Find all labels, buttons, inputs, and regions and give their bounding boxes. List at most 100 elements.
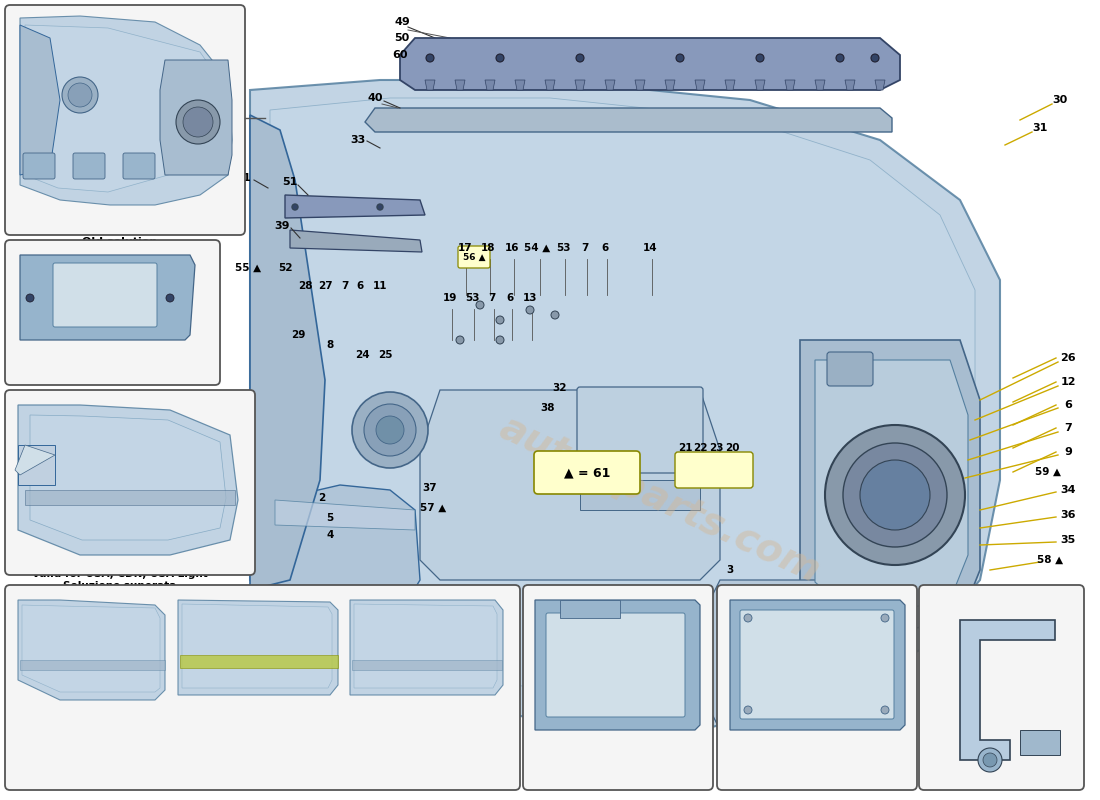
Text: 36: 36	[1060, 510, 1076, 520]
Polygon shape	[635, 80, 645, 90]
Circle shape	[26, 294, 34, 302]
Text: Vale per Golfo: Vale per Golfo	[573, 740, 661, 750]
Text: 19: 19	[443, 293, 458, 303]
Text: 43: 43	[534, 592, 547, 602]
Polygon shape	[785, 80, 795, 90]
Text: 54: 54	[145, 202, 158, 212]
Polygon shape	[710, 580, 830, 730]
Text: 55: 55	[18, 202, 31, 212]
Text: 31: 31	[1032, 123, 1047, 133]
Text: Soluzione superata: Soluzione superata	[64, 581, 177, 591]
Polygon shape	[455, 80, 465, 90]
Polygon shape	[560, 600, 620, 618]
Text: 3: 3	[726, 565, 734, 575]
Polygon shape	[1020, 730, 1060, 755]
Text: Vale per USA, CDN, USA Light: Vale per USA, CDN, USA Light	[33, 557, 207, 567]
Text: 15: 15	[23, 247, 36, 257]
Text: 16: 16	[505, 243, 519, 253]
Text: 45: 45	[251, 591, 266, 601]
FancyBboxPatch shape	[740, 610, 894, 719]
Text: 29: 29	[290, 330, 305, 340]
Polygon shape	[178, 600, 338, 695]
Polygon shape	[845, 80, 855, 90]
Polygon shape	[535, 600, 700, 730]
Text: 59: 59	[184, 213, 197, 223]
Text: 50: 50	[395, 33, 409, 43]
Circle shape	[496, 336, 504, 344]
Circle shape	[843, 443, 947, 547]
Text: Vale per Cina: Vale per Cina	[64, 348, 146, 358]
Circle shape	[456, 336, 464, 344]
Text: 13: 13	[522, 293, 537, 303]
Text: 60: 60	[393, 50, 408, 60]
Text: 41: 41	[531, 729, 544, 739]
Circle shape	[176, 100, 220, 144]
Text: 6: 6	[602, 243, 608, 253]
Text: 37: 37	[422, 483, 438, 493]
Circle shape	[496, 316, 504, 324]
Polygon shape	[30, 415, 225, 540]
Polygon shape	[580, 480, 700, 510]
Text: Valid for Gulf: Valid for Gulf	[575, 752, 658, 762]
Polygon shape	[425, 80, 435, 90]
Polygon shape	[485, 80, 495, 90]
Text: 27: 27	[318, 281, 332, 291]
Text: 4: 4	[327, 530, 333, 540]
Circle shape	[978, 748, 1002, 772]
Polygon shape	[352, 660, 502, 670]
Polygon shape	[22, 605, 159, 692]
Text: 43: 43	[689, 592, 702, 602]
Text: 25: 25	[377, 350, 393, 360]
Circle shape	[166, 294, 174, 302]
Polygon shape	[874, 80, 886, 90]
Text: Old solution: Old solution	[85, 592, 155, 602]
Circle shape	[352, 392, 428, 468]
Text: 57 ▲: 57 ▲	[420, 503, 447, 513]
Text: 48: 48	[184, 395, 197, 405]
Polygon shape	[182, 604, 332, 688]
Polygon shape	[285, 195, 425, 218]
Polygon shape	[544, 80, 556, 90]
Text: ▲ = 61: ▲ = 61	[564, 466, 611, 479]
FancyBboxPatch shape	[534, 451, 640, 494]
Polygon shape	[18, 600, 165, 700]
FancyBboxPatch shape	[827, 352, 873, 386]
Text: 53: 53	[464, 293, 480, 303]
Text: 47: 47	[100, 395, 113, 405]
Text: Vale per USA, CDN, USA Light, Cina e Golfo: Vale per USA, CDN, USA Light, Cina e Gol…	[131, 703, 385, 713]
Circle shape	[576, 54, 584, 62]
Polygon shape	[20, 660, 165, 670]
Text: 52: 52	[277, 263, 293, 273]
FancyBboxPatch shape	[6, 5, 245, 235]
Polygon shape	[20, 16, 232, 205]
Text: Valid for USA, CDN, USA Light, China and Gulf: Valid for USA, CDN, USA Light, China and…	[123, 715, 393, 725]
Text: 46: 46	[420, 591, 436, 601]
Circle shape	[68, 83, 92, 107]
Polygon shape	[250, 80, 1000, 730]
Circle shape	[526, 306, 534, 314]
Text: 55 ▲: 55 ▲	[235, 263, 261, 273]
Polygon shape	[815, 360, 968, 618]
Text: 33: 33	[351, 135, 365, 145]
FancyBboxPatch shape	[522, 585, 713, 790]
Polygon shape	[800, 340, 980, 640]
Polygon shape	[365, 108, 892, 132]
Text: 35: 35	[1060, 535, 1076, 545]
Text: 17: 17	[458, 243, 472, 253]
FancyBboxPatch shape	[675, 452, 754, 488]
Polygon shape	[20, 255, 195, 340]
Text: 59 ▲: 59 ▲	[1035, 467, 1062, 477]
Text: 7: 7	[581, 243, 589, 253]
Text: 2: 2	[318, 493, 326, 503]
Text: 42: 42	[807, 585, 823, 595]
Text: 18: 18	[481, 243, 495, 253]
Circle shape	[496, 54, 504, 62]
Text: Valid for China: Valid for China	[59, 360, 151, 370]
FancyBboxPatch shape	[6, 585, 520, 790]
Text: 11: 11	[373, 281, 387, 291]
Circle shape	[426, 54, 434, 62]
Text: 58: 58	[108, 213, 122, 223]
Circle shape	[871, 54, 879, 62]
Polygon shape	[25, 490, 235, 505]
Circle shape	[376, 416, 404, 444]
